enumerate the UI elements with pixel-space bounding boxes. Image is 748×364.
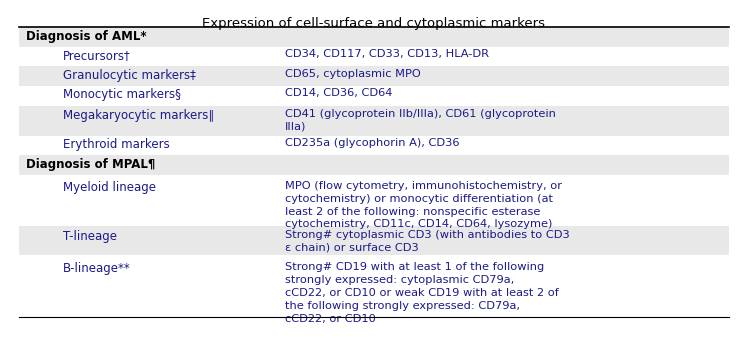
- Text: Monocytic markers§: Monocytic markers§: [64, 88, 181, 101]
- Text: CD14, CD36, CD64: CD14, CD36, CD64: [285, 88, 393, 98]
- FancyBboxPatch shape: [19, 66, 729, 86]
- Text: Diagnosis of AML*: Diagnosis of AML*: [26, 29, 147, 43]
- FancyBboxPatch shape: [19, 136, 729, 155]
- Text: CD34, CD117, CD33, CD13, HLA-DR: CD34, CD117, CD33, CD13, HLA-DR: [285, 49, 489, 59]
- FancyBboxPatch shape: [19, 106, 729, 136]
- FancyBboxPatch shape: [19, 255, 729, 317]
- FancyBboxPatch shape: [19, 86, 729, 106]
- Text: CD65, cytoplasmic MPO: CD65, cytoplasmic MPO: [285, 69, 421, 79]
- Text: B-lineage**: B-lineage**: [64, 262, 131, 276]
- Text: T-lineage: T-lineage: [64, 230, 117, 243]
- Text: Strong# cytoplasmic CD3 (with antibodies to CD3
ε chain) or surface CD3: Strong# cytoplasmic CD3 (with antibodies…: [285, 230, 570, 253]
- FancyBboxPatch shape: [19, 47, 729, 66]
- Text: Precursors†: Precursors†: [64, 49, 131, 62]
- Text: Megakaryocytic markers∥: Megakaryocytic markers∥: [64, 109, 215, 122]
- FancyBboxPatch shape: [19, 155, 729, 175]
- Text: CD41 (glycoprotein IIb/IIIa), CD61 (glycoprotein
IIIa): CD41 (glycoprotein IIb/IIIa), CD61 (glyc…: [285, 109, 556, 132]
- Text: Erythroid markers: Erythroid markers: [64, 138, 170, 151]
- Text: Expression of cell-surface and cytoplasmic markers: Expression of cell-surface and cytoplasm…: [203, 17, 545, 29]
- Text: Myeloid lineage: Myeloid lineage: [64, 181, 156, 194]
- FancyBboxPatch shape: [19, 27, 729, 47]
- Text: Strong# CD19 with at least 1 of the following
strongly expressed: cytoplasmic CD: Strong# CD19 with at least 1 of the foll…: [285, 262, 559, 324]
- FancyBboxPatch shape: [19, 226, 729, 255]
- Text: MPO (flow cytometry, immunohistochemistry, or
cytochemistry) or monocytic differ: MPO (flow cytometry, immunohistochemistr…: [285, 181, 562, 229]
- Text: Granulocytic markers‡: Granulocytic markers‡: [64, 69, 196, 82]
- Text: Diagnosis of MPAL¶: Diagnosis of MPAL¶: [26, 158, 156, 171]
- Text: CD235a (glycophorin A), CD36: CD235a (glycophorin A), CD36: [285, 138, 460, 148]
- FancyBboxPatch shape: [19, 175, 729, 226]
